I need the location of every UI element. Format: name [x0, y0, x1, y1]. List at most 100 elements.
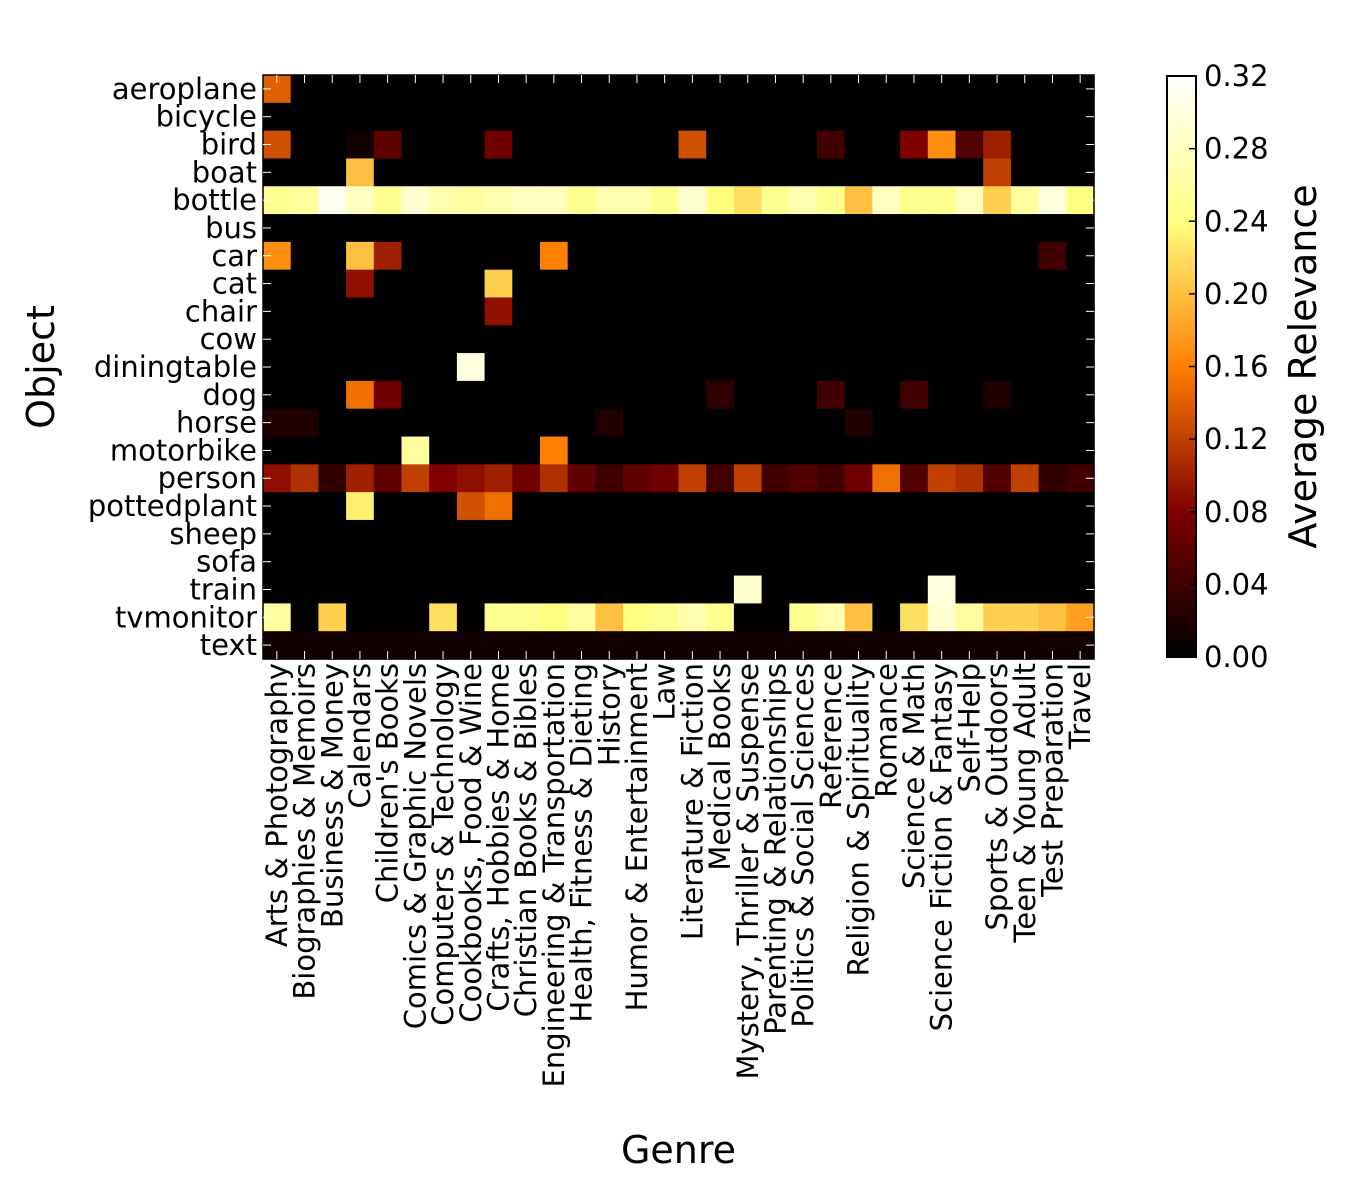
- heatmap-cell-car-2: [318, 241, 347, 271]
- object-tick-labels: aeroplanebicyclebirdboatbottlebuscarcatc…: [88, 72, 1094, 662]
- heatmap-cell-bottle-4: [373, 186, 403, 215]
- heatmap-cell-person-25: [955, 464, 984, 493]
- object-label-bicycle: bicycle: [156, 100, 257, 134]
- heatmap-cell-motorbike-14: [650, 436, 680, 465]
- heatmap-cell-horse-13: [623, 408, 652, 438]
- heatmap-cell-cat-4: [373, 269, 403, 299]
- heatmap-cell-bird-6: [429, 130, 458, 160]
- heatmap-cell-bird-24: [927, 130, 957, 160]
- colorbar-tick-label-2: 0.08: [1204, 495, 1269, 529]
- heatmap-cell-person-9: [512, 464, 541, 493]
- heatmap-cell-bird-9: [512, 130, 541, 160]
- heatmap-cell-bicycle-7: [456, 102, 486, 132]
- heatmap-cell-bicycle-27: [1010, 102, 1040, 132]
- heatmap-cell-boat-10: [540, 158, 569, 187]
- heatmap-cell-person-2: [318, 464, 347, 493]
- heatmap-cell-chair-11: [567, 297, 596, 326]
- heatmap-cell-bottle-15: [678, 186, 707, 215]
- heatmap-cell-cat-15: [678, 269, 707, 299]
- heatmap-cell-horse-1: [290, 408, 319, 438]
- heatmap-cell-bicycle-14: [650, 102, 680, 132]
- heatmap-cell-horse-14: [650, 408, 680, 438]
- heatmap-cell-sofa-16: [706, 547, 735, 577]
- heatmap-cell-train-13: [623, 575, 652, 604]
- heatmap-cell-cow-13: [623, 325, 652, 354]
- heatmap-cell-chair-20: [817, 297, 846, 326]
- heatmap-cell-sofa-21: [844, 547, 873, 577]
- heatmap-cell-horse-28: [1038, 408, 1067, 438]
- heatmap-cell-bird-12: [595, 130, 624, 160]
- heatmap-cell-horse-21: [844, 408, 873, 438]
- heatmap-cell-boat-12: [595, 158, 624, 187]
- heatmap-cell-sheep-3: [346, 519, 375, 549]
- heatmap-cell-motorbike-23: [900, 436, 929, 465]
- heatmap-cell-bottle-12: [595, 186, 624, 215]
- heatmap-cell-tvmonitor-3: [346, 603, 375, 632]
- heatmap-cell-motorbike-15: [678, 436, 707, 465]
- heatmap-cell-car-17: [733, 241, 763, 271]
- heatmap-cell-person-14: [650, 464, 680, 493]
- heatmap-cell-chair-25: [955, 297, 984, 326]
- object-label-boat: boat: [192, 155, 257, 189]
- heatmap-cell-motorbike-11: [567, 436, 596, 465]
- colorbar-tick-label-7: 0.28: [1204, 132, 1269, 166]
- heatmap-cell-diningtable-4: [373, 353, 403, 382]
- heatmap-cell-train-9: [512, 575, 541, 604]
- heatmap-cell-motorbike-21: [844, 436, 873, 465]
- heatmap-cell-sheep-22: [872, 519, 901, 549]
- heatmap-cell-car-26: [983, 241, 1012, 271]
- heatmap-cell-horse-6: [429, 408, 458, 438]
- heatmap-cell-cat-21: [844, 269, 873, 299]
- heatmap-cell-boat-28: [1038, 158, 1067, 187]
- heatmap-cell-pottedplant-12: [595, 492, 624, 521]
- genre-label-7: Cookbooks, Food & Wine: [454, 663, 488, 1023]
- heatmap-cell-pottedplant-5: [401, 492, 430, 521]
- heatmap-cell-person-24: [927, 464, 957, 493]
- heatmap-cell-tvmonitor-23: [900, 603, 929, 632]
- heatmap-cell-dog-4: [373, 380, 403, 410]
- heatmap-cell-train-16: [706, 575, 735, 604]
- heatmap-cell-diningtable-28: [1038, 353, 1067, 382]
- heatmap-cell-motorbike-8: [484, 436, 513, 465]
- heatmap-cell-sofa-17: [733, 547, 763, 577]
- heatmap-cell-sheep-4: [373, 519, 403, 549]
- heatmap-cell-car-15: [678, 241, 707, 271]
- heatmap-cell-boat-19: [789, 158, 818, 187]
- heatmap-cell-dog-26: [983, 380, 1012, 410]
- heatmap-cell-sheep-11: [567, 519, 596, 549]
- heatmap-cell-car-10: [540, 241, 569, 271]
- heatmap-cell-cat-2: [318, 269, 347, 299]
- heatmap-cell-bird-25: [955, 130, 984, 160]
- genre-label-28: Test Preparation: [1035, 663, 1069, 898]
- heatmap-cell-pottedplant-26: [983, 492, 1012, 521]
- heatmap-cell-cat-14: [650, 269, 680, 299]
- heatmap-cell-car-28: [1038, 241, 1067, 271]
- heatmap-cell-sofa-26: [983, 547, 1012, 577]
- heatmap-cell-sheep-10: [540, 519, 569, 549]
- genre-label-1: Biographies & Memoirs: [288, 663, 322, 1000]
- heatmap-cell-cow-15: [678, 325, 707, 354]
- heatmap-cell-bottle-14: [650, 186, 680, 215]
- heatmap-cell-bottle-19: [789, 186, 818, 215]
- object-label-motorbike: motorbike: [110, 433, 257, 467]
- heatmap-cell-cat-28: [1038, 269, 1067, 299]
- heatmap-cell-motorbike-7: [456, 436, 486, 465]
- heatmap-cell-bus-20: [817, 214, 846, 243]
- heatmap-cell-bird-18: [761, 130, 790, 160]
- heatmap-cell-bicycle-8: [484, 102, 513, 132]
- heatmap-cell-bus-22: [872, 214, 901, 243]
- object-label-cow: cow: [200, 322, 257, 356]
- heatmap-cell-bus-7: [456, 214, 486, 243]
- heatmap-cell-bottle-3: [346, 186, 375, 215]
- heatmap-cell-train-23: [900, 575, 929, 604]
- heatmap-cell-boat-9: [512, 158, 541, 187]
- heatmap-cell-cow-1: [290, 325, 319, 354]
- heatmap-cell-cat-26: [983, 269, 1012, 299]
- colorbar-tick-label-1: 0.04: [1204, 567, 1269, 601]
- heatmap-cell-pottedplant-10: [540, 492, 569, 521]
- heatmap-cell-train-1: [290, 575, 319, 604]
- heatmap-cell-bus-27: [1010, 214, 1040, 243]
- heatmap-cell-pottedplant-20: [817, 492, 846, 521]
- heatmap-cell-dog-24: [927, 380, 957, 410]
